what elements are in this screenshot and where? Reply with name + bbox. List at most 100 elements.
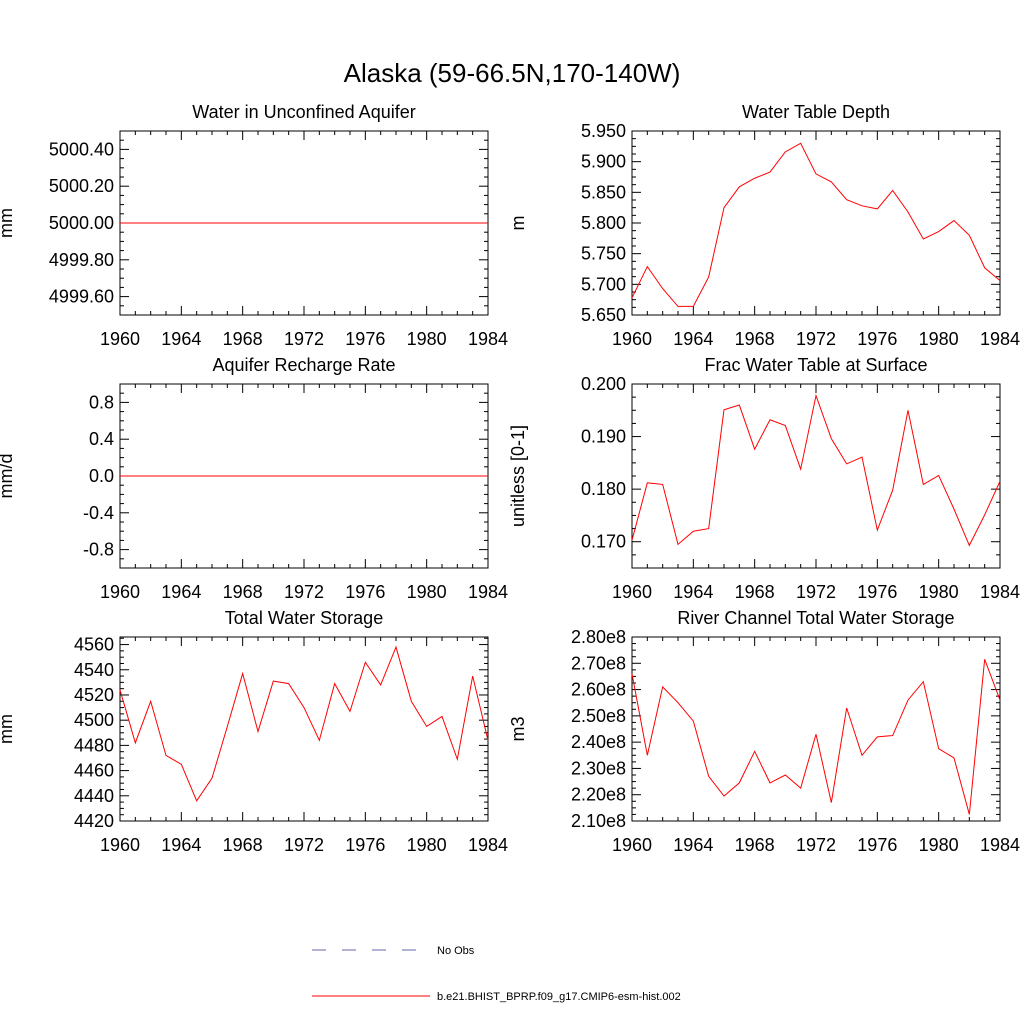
x-tick-label: 1976: [345, 329, 385, 349]
panel-title: Frac Water Table at Surface: [704, 355, 927, 375]
x-tick-label: 1968: [223, 835, 263, 855]
panel-title: River Channel Total Water Storage: [677, 608, 954, 628]
y-tick-label: 2.50e8: [571, 706, 626, 726]
x-tick-label: 1984: [980, 329, 1020, 349]
x-tick-label: 1972: [284, 329, 324, 349]
y-tick-label: 2.30e8: [571, 758, 626, 778]
y-tick-label: 4460: [74, 761, 114, 781]
x-tick-label: 1980: [407, 582, 447, 602]
x-tick-label: 1964: [161, 329, 201, 349]
x-tick-label: 1960: [100, 835, 140, 855]
y-axis-label: unitless [0-1]: [508, 425, 528, 527]
panel-title: Aquifer Recharge Rate: [212, 355, 395, 375]
plot-frame: [119, 636, 489, 822]
x-tick-label: 1972: [796, 835, 836, 855]
x-tick-label: 1976: [345, 835, 385, 855]
x-tick-label: 1972: [796, 582, 836, 602]
y-tick-label: 0.8: [89, 392, 114, 412]
y-tick-label: 4480: [74, 735, 114, 755]
y-tick-label: 2.20e8: [571, 785, 626, 805]
panel-water-table-depth: Water Table Depth m 1960 1964 1968 1972 1976 19…: [508, 102, 1020, 349]
y-tick-label: 2.10e8: [571, 811, 626, 831]
x-tick-label: 1960: [612, 329, 652, 349]
y-tick-label: 0.200: [581, 374, 626, 394]
x-tick-label: 1964: [161, 582, 201, 602]
panel-title: Total Water Storage: [225, 608, 383, 628]
y-tick-label: 5.650: [581, 305, 626, 325]
x-tick-label: 1980: [407, 329, 447, 349]
series-line: [119, 645, 489, 802]
x-tick-label: 1980: [919, 582, 959, 602]
y-tick-label: 5.700: [581, 274, 626, 294]
y-tick-label: 2.60e8: [571, 680, 626, 700]
x-tick-label: 1972: [796, 329, 836, 349]
y-tick-label: 5.750: [581, 244, 626, 264]
panel-aquifer-recharge-rate: Aquifer Recharge Rate mm/d 1960 1964 1968 197…: [0, 355, 508, 602]
y-tick-label: 5.850: [581, 182, 626, 202]
y-tick-label: -0.8: [83, 540, 114, 560]
y-tick-label: 5.950: [581, 121, 626, 141]
y-axis-label: mm: [0, 714, 16, 744]
y-tick-label: 5.900: [581, 152, 626, 172]
legend: No Obs b.e21.BHIST_BPRP.f09_g17.CMIP6-es…: [312, 945, 681, 1003]
y-tick-label: 4560: [74, 635, 114, 655]
y-tick-label: 2.70e8: [571, 653, 626, 673]
y-tick-label: 0.190: [581, 427, 626, 447]
x-tick-label: 1964: [161, 835, 201, 855]
plot-frame: [631, 636, 1001, 822]
y-tick-label: 2.80e8: [571, 627, 626, 647]
x-tick-label: 1972: [284, 582, 324, 602]
panel-river-channel-total-water-storage: River Channel Total Water Storage m3 1960 1…: [508, 608, 1020, 855]
x-tick-label: 1968: [223, 329, 263, 349]
y-tick-label: 5000.00: [49, 213, 114, 233]
x-tick-label: 1980: [919, 835, 959, 855]
y-tick-label: 0.180: [581, 479, 626, 499]
y-tick-label: 0.4: [89, 429, 114, 449]
x-tick-label: 1976: [857, 582, 897, 602]
y-tick-label: 5000.40: [49, 139, 114, 159]
x-tick-label: 1960: [100, 329, 140, 349]
legend-model-label: b.e21.BHIST_BPRP.f09_g17.CMIP6-esm-hist.…: [437, 991, 681, 1003]
x-tick-label: 1972: [284, 835, 324, 855]
legend-no-obs-label: No Obs: [437, 945, 475, 957]
x-tick-label: 1960: [612, 582, 652, 602]
panel-water-in-unconfined-aquifer: Water in Unconfined Aquifer mm 1960 1964 196…: [0, 102, 508, 349]
y-tick-label: 4420: [74, 811, 114, 831]
x-tick-label: 1984: [468, 582, 508, 602]
panel-title: Water in Unconfined Aquifer: [192, 102, 415, 122]
x-tick-label: 1984: [468, 835, 508, 855]
series-line: [631, 142, 1001, 307]
figure-title: Alaska (59-66.5N,170-140W): [344, 58, 681, 88]
x-tick-label: 1960: [100, 582, 140, 602]
x-tick-label: 1984: [980, 582, 1020, 602]
x-tick-label: 1984: [980, 835, 1020, 855]
panel-frac-water-table-at-surface: Frac Water Table at Surface unitless [0-1…: [508, 355, 1020, 602]
x-tick-label: 1980: [407, 835, 447, 855]
x-tick-label: 1968: [735, 582, 775, 602]
plot-frame: [631, 383, 1001, 569]
y-tick-label: 0.0: [89, 466, 114, 486]
x-tick-label: 1968: [735, 835, 775, 855]
x-tick-label: 1976: [345, 582, 385, 602]
y-tick-label: 4520: [74, 685, 114, 705]
y-tick-label: 4999.80: [49, 250, 114, 270]
plot-frame: [631, 130, 1001, 316]
series-line: [631, 659, 1001, 815]
y-tick-label: 4500: [74, 710, 114, 730]
y-tick-label: 4540: [74, 660, 114, 680]
y-tick-label: 4440: [74, 786, 114, 806]
x-tick-label: 1984: [468, 329, 508, 349]
x-tick-label: 1976: [857, 329, 897, 349]
x-tick-label: 1976: [857, 835, 897, 855]
x-tick-label: 1964: [673, 835, 713, 855]
y-axis-label: mm: [0, 208, 16, 238]
y-tick-label: 2.40e8: [571, 732, 626, 752]
series-line: [631, 393, 1001, 547]
y-tick-label: 5000.20: [49, 176, 114, 196]
x-tick-label: 1968: [735, 329, 775, 349]
y-tick-label: 4999.60: [49, 287, 114, 307]
x-tick-label: 1964: [673, 329, 713, 349]
y-axis-label: m3: [508, 716, 528, 741]
y-tick-label: -0.4: [83, 503, 114, 523]
